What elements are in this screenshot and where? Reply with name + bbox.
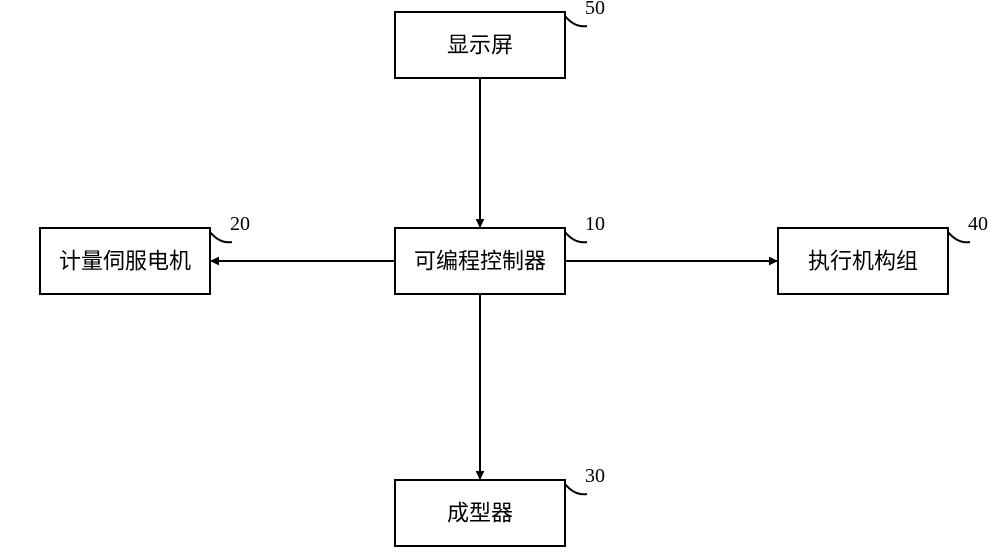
node-tag-former: 30 (585, 465, 605, 487)
node-label-former: 成型器 (447, 501, 513, 526)
node-display: 显示屏 50 (395, 0, 605, 78)
node-tag-servo: 20 (230, 213, 250, 235)
node-tag-display: 50 (585, 0, 605, 19)
node-label-display: 显示屏 (447, 33, 513, 58)
node-tag-actuator: 40 (968, 213, 988, 235)
node-label-actuator: 执行机构组 (808, 249, 918, 274)
node-label-plc: 可编程控制器 (414, 249, 546, 274)
node-former: 成型器 30 (395, 465, 605, 546)
node-actuator: 执行机构组 40 (778, 213, 988, 294)
node-plc: 可编程控制器 10 (395, 213, 605, 294)
node-label-servo: 计量伺服电机 (59, 249, 191, 274)
node-tag-plc: 10 (585, 213, 605, 235)
node-servo: 计量伺服电机 20 (40, 213, 250, 294)
